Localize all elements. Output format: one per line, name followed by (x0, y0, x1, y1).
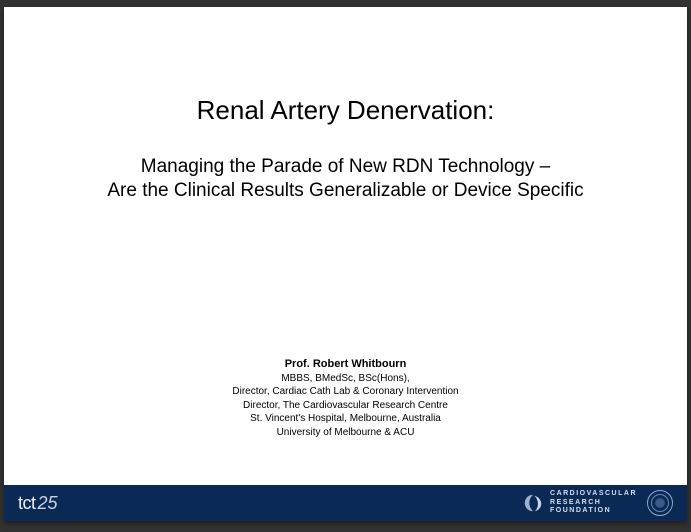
author-affil-4: University of Melbourne & ACU (4, 426, 687, 440)
author-affil-3: St. Vincent's Hospital, Melbourne, Austr… (4, 412, 687, 426)
subtitle-line-1: Managing the Parade of New RDN Technolog… (4, 155, 687, 179)
seal-icon (647, 490, 673, 516)
author-block: Prof. Robert Whitbourn MBBS, BMedSc, BSc… (4, 357, 687, 439)
crf-line-2: RESEARCH (550, 499, 637, 507)
crf-text: CARDIOVASCULAR RESEARCH FOUNDATION (550, 490, 637, 515)
slide-container: Renal Artery Denervation: Managing the P… (4, 7, 687, 521)
author-affil-2: Director, The Cardiovascular Research Ce… (4, 399, 687, 413)
crf-swirl-icon (522, 492, 544, 514)
slide-footer: tct 25 CARDIOVASCULAR RESEARCH FOUNDATIO… (4, 485, 687, 521)
tct-logo-text: tct (18, 493, 36, 514)
author-credentials: MBBS, BMedSc, BSc(Hons), (4, 372, 687, 386)
seal-inner-icon (655, 498, 665, 508)
author-name: Prof. Robert Whitbourn (4, 357, 687, 372)
footer-right: CARDIOVASCULAR RESEARCH FOUNDATION (522, 490, 673, 516)
slide-title: Renal Artery Denervation: (4, 95, 687, 126)
slide-content: Renal Artery Denervation: Managing the P… (4, 7, 687, 485)
slide-subtitle: Managing the Parade of New RDN Technolog… (4, 155, 687, 203)
subtitle-line-2: Are the Clinical Results Generalizable o… (4, 179, 687, 203)
tct-logo-number: 25 (38, 493, 58, 514)
crf-logo-block: CARDIOVASCULAR RESEARCH FOUNDATION (522, 490, 637, 515)
crf-line-1: CARDIOVASCULAR (550, 490, 637, 498)
crf-line-3: FOUNDATION (550, 507, 637, 515)
footer-logo-left: tct 25 (18, 493, 58, 514)
author-affil-1: Director, Cardiac Cath Lab & Coronary In… (4, 385, 687, 399)
